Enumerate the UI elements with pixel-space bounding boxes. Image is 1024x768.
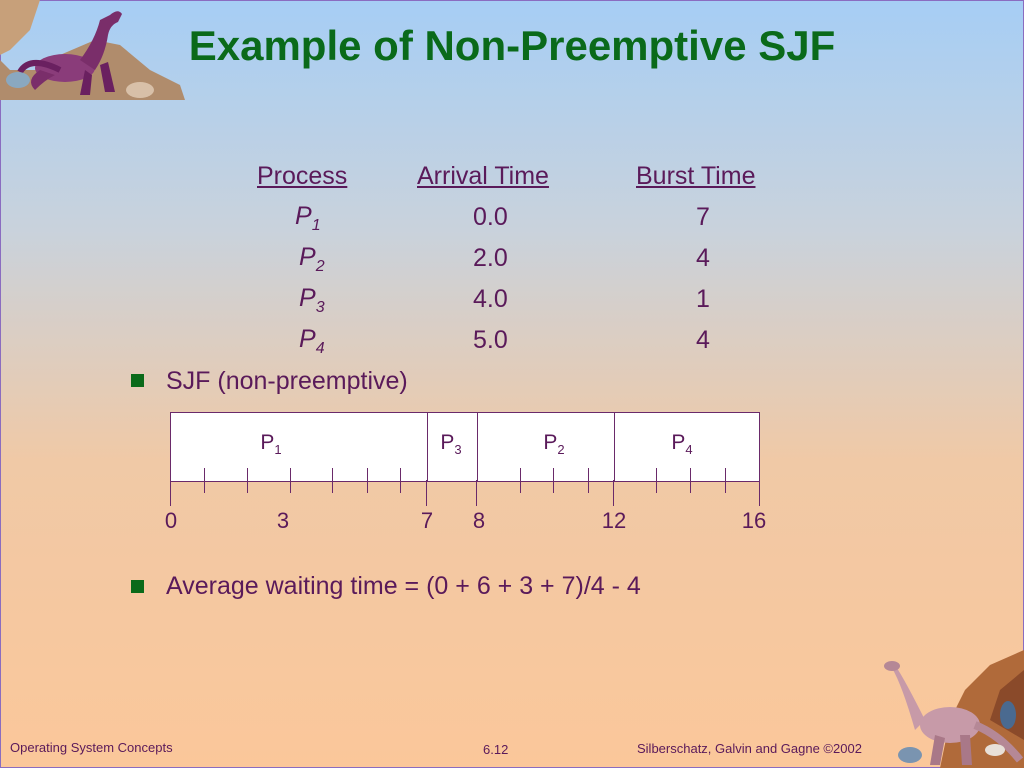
table-header-arrival: Arrival Time (417, 162, 549, 190)
dinosaur-bottomright-image (884, 650, 1024, 768)
axis-tick (290, 468, 291, 493)
footer-right: Silberschatz, Galvin and Gagne ©2002 (637, 741, 862, 756)
footer-left: Operating System Concepts (10, 740, 173, 755)
axis-tick (725, 468, 726, 493)
table-row-process: P1 (295, 202, 321, 234)
axis-tick-major (476, 480, 477, 506)
table-row-burst: 4 (696, 244, 710, 272)
gantt-label-p4: P4 (671, 431, 693, 458)
table-header-process: Process (257, 162, 348, 190)
axis-tick (588, 468, 589, 493)
table-row-arrival: 2.0 (473, 244, 508, 272)
gantt-divider (427, 413, 428, 481)
table-header-burst: Burst Time (636, 162, 756, 190)
axis-tick-major (170, 480, 171, 506)
table-row-arrival: 5.0 (473, 326, 508, 354)
gantt-label-p2: P2 (543, 431, 565, 458)
bullet-square-icon (131, 374, 144, 387)
axis-tick (690, 468, 691, 493)
gantt-chart: P1 P3 P2 P4 (170, 412, 760, 482)
gantt-label-p1: P1 (260, 431, 282, 458)
axis-tick (367, 468, 368, 493)
gantt-divider (614, 413, 615, 481)
axis-tick (247, 468, 248, 493)
slide-title: Example of Non-Preemptive SJF (188, 22, 836, 69)
axis-tick-major (613, 480, 614, 506)
axis-tick (204, 468, 205, 493)
axis-tick (553, 468, 554, 493)
table-row-burst: 7 (696, 203, 710, 231)
gantt-label-p3: P3 (440, 431, 462, 458)
dinosaur-topleft-image (0, 0, 185, 100)
table-row-process: P2 (299, 243, 325, 275)
axis-tick (332, 468, 333, 493)
bullet-square-icon (131, 580, 144, 593)
axis-tick (520, 468, 521, 493)
table-row-arrival: 0.0 (473, 203, 508, 231)
time-label: 12 (601, 508, 627, 533)
bullet-average-waiting-time: Average waiting time = (0 + 6 + 3 + 7)/4… (166, 572, 641, 600)
time-label: 8 (472, 508, 486, 533)
time-label: 7 (420, 508, 434, 533)
table-row-process: P3 (299, 284, 325, 316)
gantt-divider (477, 413, 478, 481)
axis-tick-major (759, 480, 760, 506)
bullet-sjf: SJF (non-preemptive) (166, 367, 408, 395)
time-label: 0 (164, 508, 178, 533)
time-label: 16 (741, 508, 767, 533)
time-label: 3 (276, 508, 290, 533)
axis-tick (656, 468, 657, 493)
table-row-burst: 4 (696, 326, 710, 354)
table-row-process: P4 (299, 325, 325, 357)
table-row-arrival: 4.0 (473, 285, 508, 313)
table-row-burst: 1 (696, 285, 710, 313)
footer-page-number: 6.12 (483, 742, 509, 757)
axis-tick-major (426, 480, 427, 506)
axis-tick (400, 468, 401, 493)
